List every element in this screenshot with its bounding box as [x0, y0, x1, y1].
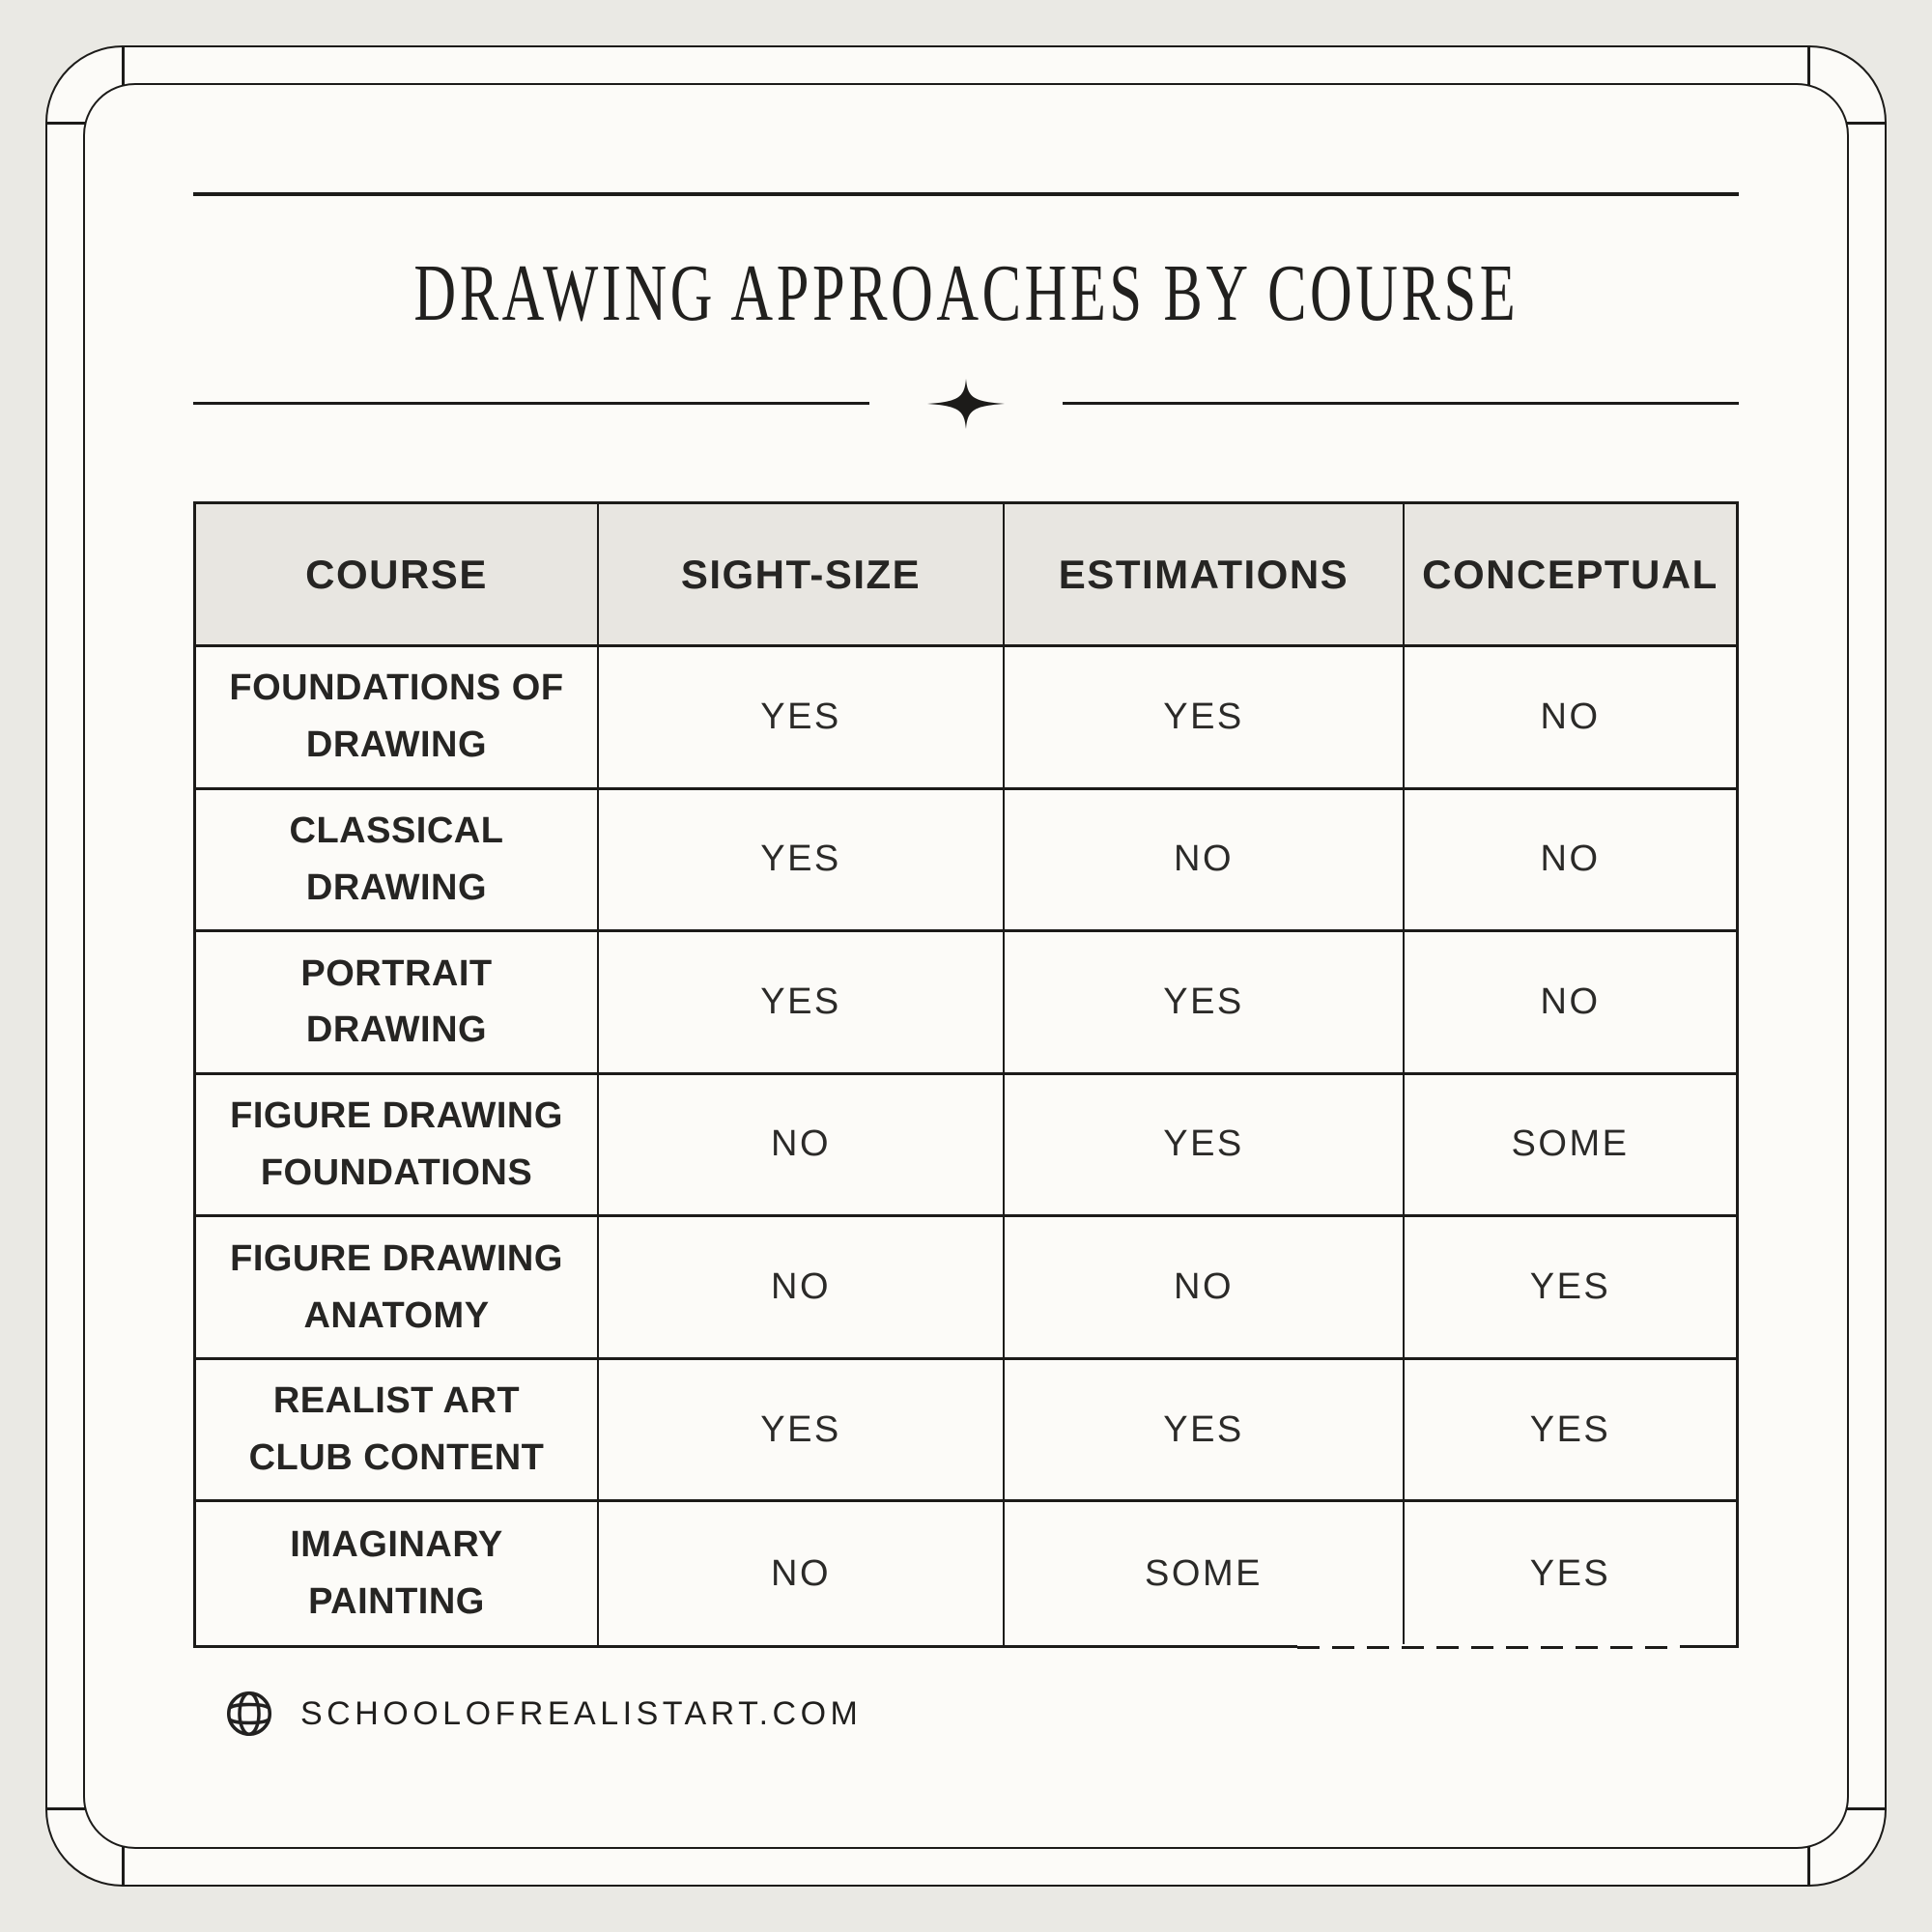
value-cell: YES	[1405, 1360, 1736, 1503]
course-name-cell: PORTRAIT DRAWING	[196, 932, 599, 1075]
value-cell: NO	[1005, 1217, 1405, 1360]
course-name-cell: IMAGINARY PAINTING	[196, 1502, 599, 1645]
frame-corner-tick	[45, 1807, 85, 1810]
divider-line-right	[1063, 402, 1739, 405]
value-cell: YES	[1005, 647, 1405, 790]
value-cell: YES	[599, 789, 1005, 933]
value-cell: YES	[1005, 932, 1405, 1075]
sparkle-icon	[927, 379, 1005, 429]
frame-corner-tick	[122, 45, 125, 85]
value-cell: YES	[1005, 1359, 1405, 1503]
courses-comparison-table: COURSE SIGHT-SIZE ESTIMATIONS CONCEPTUAL…	[193, 501, 1739, 1648]
value-cell: NO	[1405, 790, 1736, 933]
course-name-cell: FIGURE DRAWING FOUNDATIONS	[196, 1074, 599, 1218]
frame-corner-tick	[45, 122, 85, 125]
frame-corner-tick	[1847, 122, 1887, 125]
title-top-rule	[193, 192, 1739, 196]
value-cell: NO	[599, 1502, 1005, 1645]
course-name-cell: FIGURE DRAWING ANATOMY	[196, 1217, 599, 1360]
value-cell: YES	[1005, 1074, 1405, 1218]
footer: SCHOOLOFREALISTART.COM	[225, 1689, 862, 1739]
column-header-course: COURSE	[196, 504, 599, 647]
column-header-conceptual: CONCEPTUAL	[1405, 504, 1736, 647]
course-name-cell: FOUNDATIONS OF DRAWING	[196, 647, 599, 790]
value-cell: YES	[599, 647, 1005, 790]
dashed-line	[1297, 1646, 1680, 1649]
page-title-text: DRAWING APPROACHES BY COURSE	[413, 248, 1519, 338]
frame-corner-tick	[1807, 1847, 1810, 1887]
value-cell: YES	[1405, 1217, 1736, 1360]
column-header-sight-size: SIGHT-SIZE	[599, 504, 1005, 647]
value-cell: NO	[1405, 647, 1736, 790]
course-name-cell: CLASSICAL DRAWING	[196, 789, 599, 933]
column-header-estimations: ESTIMATIONS	[1005, 504, 1405, 647]
frame-corner-tick	[122, 1847, 125, 1887]
value-cell: NO	[1405, 932, 1736, 1075]
course-name-cell: REALIST ART CLUB CONTENT	[196, 1359, 599, 1503]
value-cell: NO	[1005, 789, 1405, 933]
frame-corner-tick	[1807, 45, 1810, 85]
value-cell: SOME	[1005, 1502, 1405, 1645]
page-title: DRAWING APPROACHES BY COURSE	[0, 253, 1932, 334]
website-text: SCHOOLOFREALISTART.COM	[300, 1694, 863, 1732]
table-bottom-dashed-border	[1297, 1644, 1680, 1651]
value-cell: NO	[599, 1074, 1005, 1218]
globe-icon	[226, 1690, 272, 1737]
frame-corner-tick	[1847, 1807, 1887, 1810]
value-cell: YES	[599, 1359, 1005, 1503]
divider-line-left	[193, 402, 869, 405]
value-cell: YES	[1529, 1552, 1611, 1594]
value-cell: NO	[599, 1217, 1005, 1360]
value-cell: SOME	[1405, 1075, 1736, 1218]
value-cell: YES	[599, 932, 1005, 1075]
